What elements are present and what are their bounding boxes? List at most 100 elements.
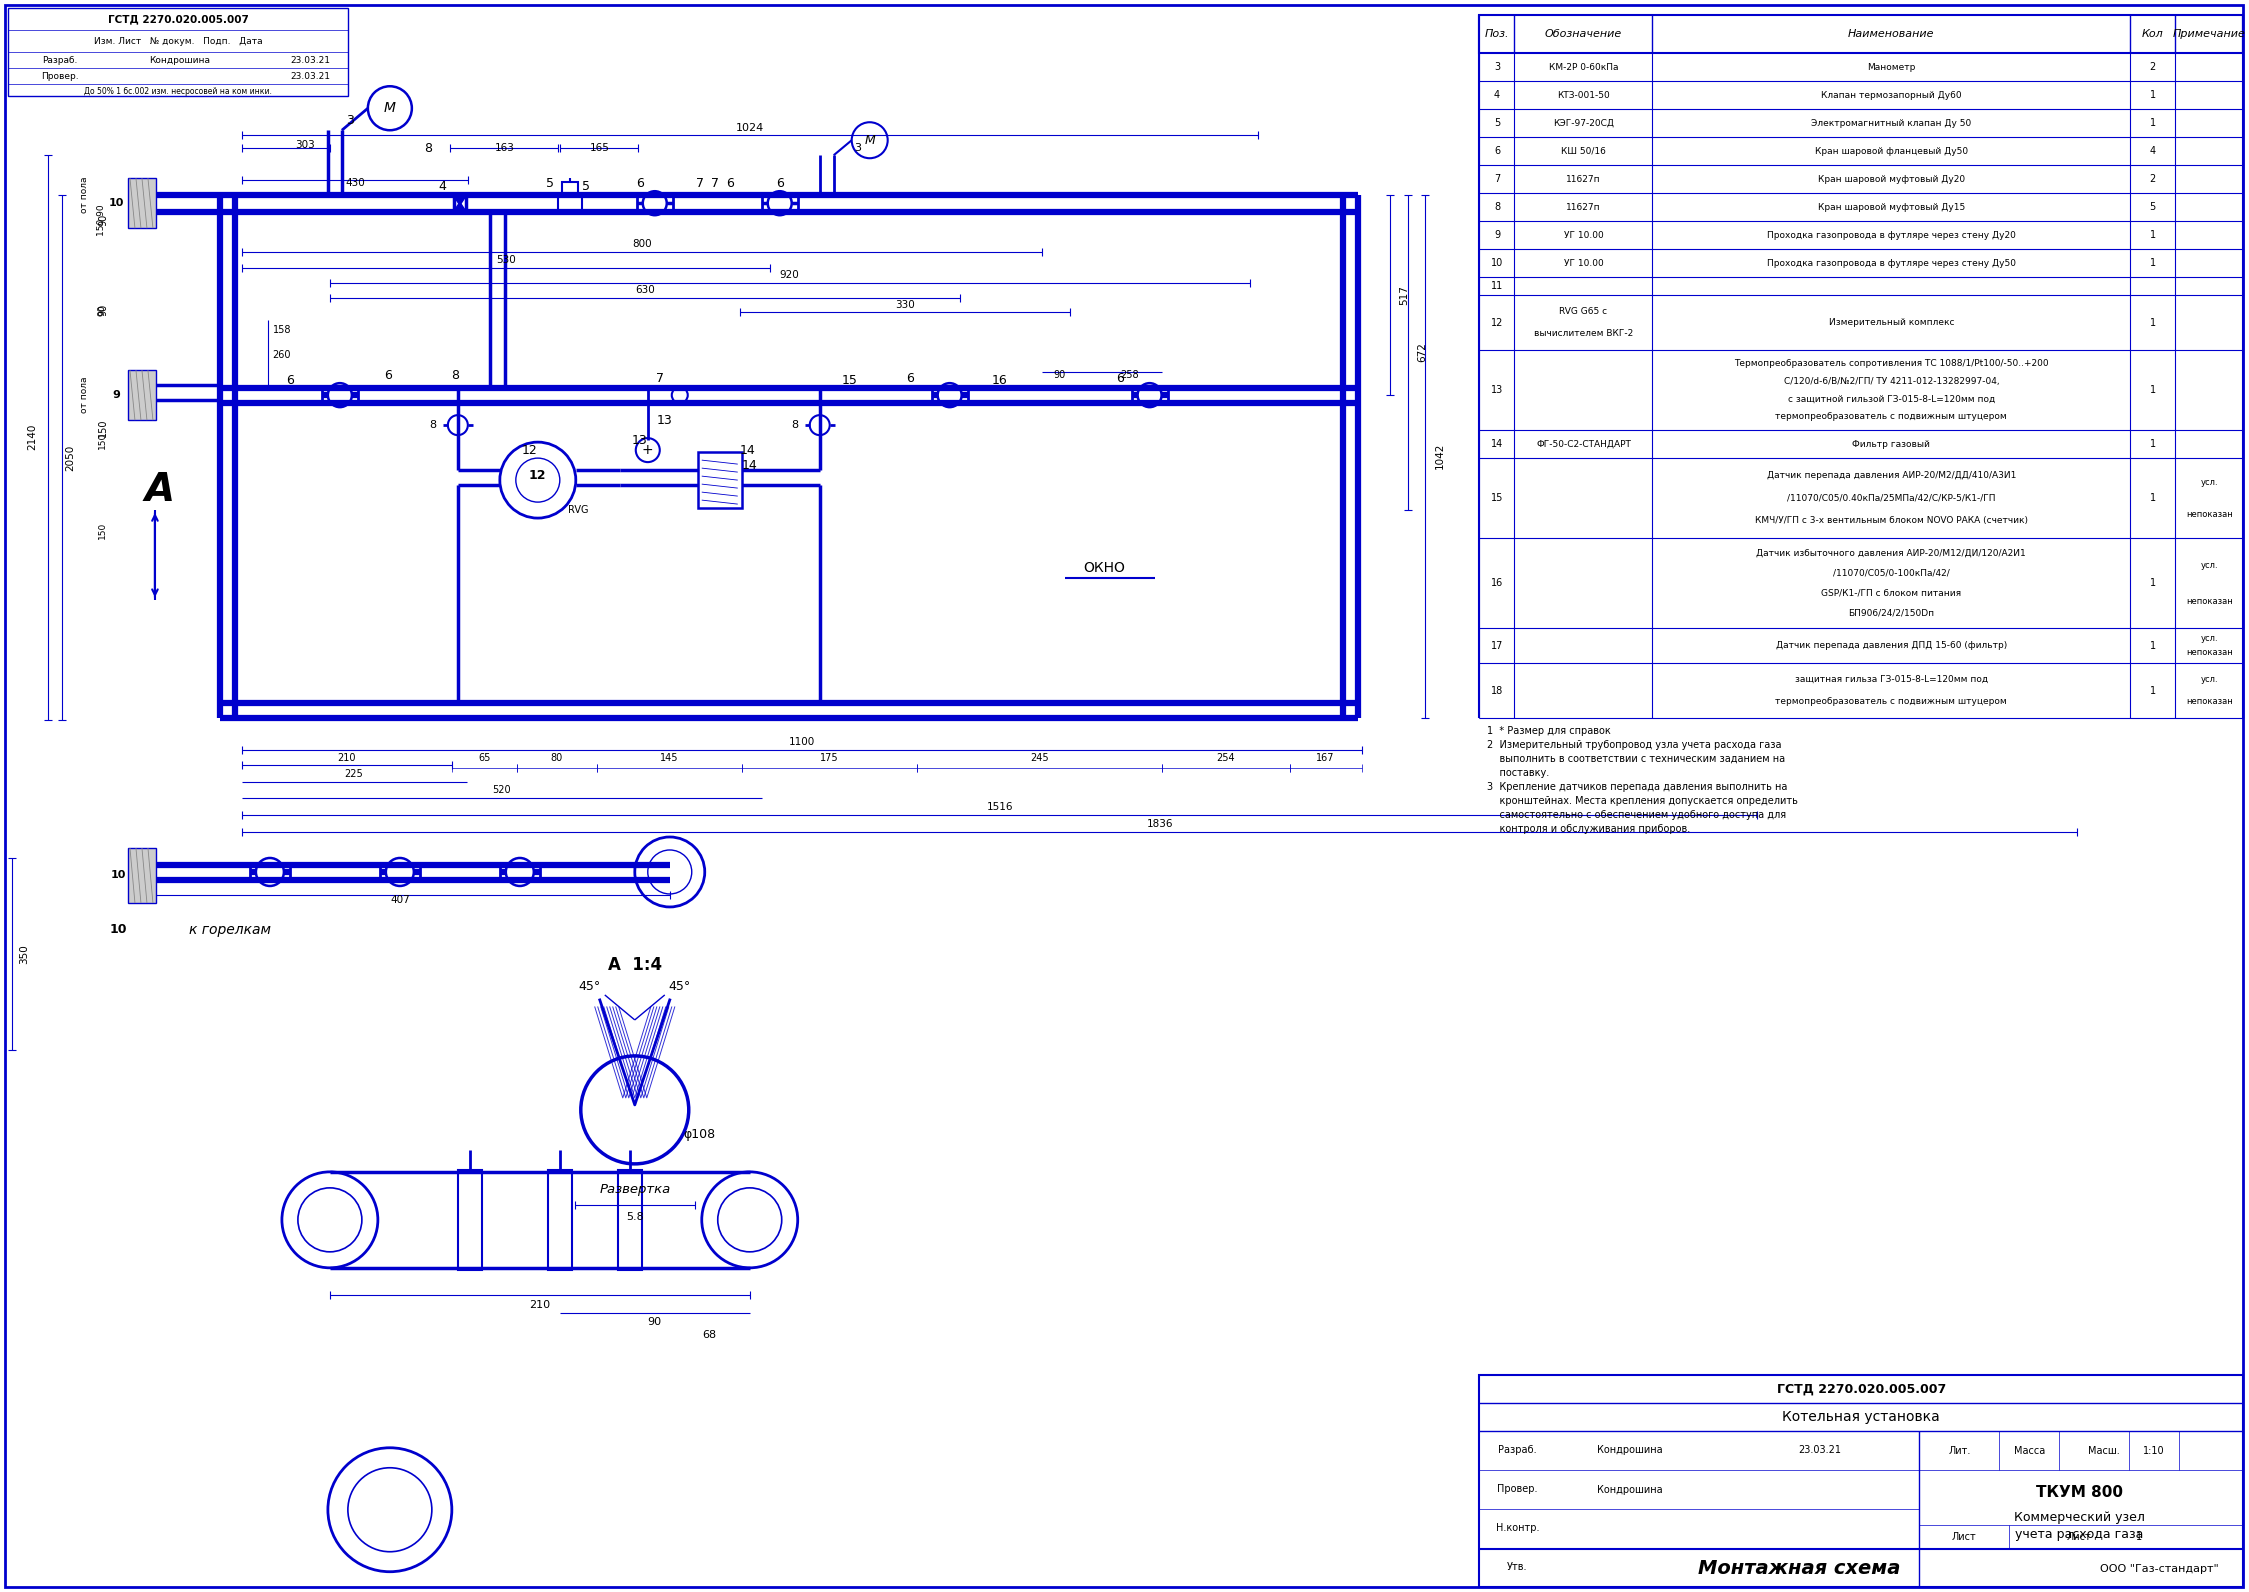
Text: 5.8: 5.8	[625, 1212, 643, 1221]
Text: 90: 90	[99, 304, 108, 317]
Bar	[128, 178, 155, 228]
Text: 1836: 1836	[1147, 818, 1172, 829]
Text: вычислителем ВКГ-2: вычислителем ВКГ-2	[1534, 330, 1633, 338]
Text: 6: 6	[385, 369, 391, 382]
Text: 10: 10	[110, 869, 126, 880]
Polygon shape	[454, 202, 466, 212]
Text: 2  Измерительный трубопровод узла учета расхода газа: 2 Измерительный трубопровод узла учета р…	[1487, 740, 1781, 750]
Text: +: +	[641, 443, 654, 457]
Text: 150: 150	[97, 431, 106, 449]
Bar	[1480, 16, 2242, 53]
Text: ОКНО: ОКНО	[1084, 560, 1124, 575]
Text: 1: 1	[2150, 578, 2157, 587]
Text: непоказан: непоказан	[2186, 648, 2233, 657]
Text: 6: 6	[726, 177, 733, 189]
Text: Датчик избыточного давления АИР-20/М12/ДИ/120/А2И1: Датчик избыточного давления АИР-20/М12/Д…	[1756, 549, 2026, 557]
Text: термопреобразователь с подвижным штуцером: термопреобразователь с подвижным штуцеро…	[1774, 697, 2006, 705]
Text: Лист: Лист	[1952, 1532, 1977, 1541]
Text: Масса: Масса	[2013, 1446, 2044, 1455]
Text: Кондрошина: Кондрошина	[148, 56, 211, 65]
Text: 1: 1	[2150, 231, 2157, 240]
Bar	[1480, 1375, 2242, 1587]
Text: M: M	[385, 102, 396, 115]
Text: 4: 4	[2150, 146, 2157, 156]
Text: КШ 50/16: КШ 50/16	[1561, 146, 1606, 156]
Text: Проходка газопровода в футляре через стену Ду20: Проходка газопровода в футляре через сте…	[1768, 231, 2015, 240]
Text: 68: 68	[702, 1329, 717, 1340]
Text: Провер.: Провер.	[1498, 1484, 1538, 1493]
Text: 7: 7	[657, 371, 663, 385]
Text: Клапан термозапорный Ду60: Клапан термозапорный Ду60	[1822, 91, 1961, 100]
Text: Коммерческий узел: Коммерческий узел	[2013, 1511, 2146, 1524]
Text: 1:10: 1:10	[2143, 1446, 2166, 1455]
Text: 800: 800	[632, 239, 652, 250]
Text: 3: 3	[1493, 62, 1500, 72]
Text: Масш.: Масш.	[2089, 1446, 2121, 1455]
Text: непоказан: непоказан	[2186, 509, 2233, 519]
Text: кронштейнах. Места крепления допускается определить: кронштейнах. Места крепления допускается…	[1487, 796, 1799, 806]
Text: 7: 7	[711, 177, 720, 189]
Text: 1: 1	[2150, 640, 2157, 651]
Text: 6: 6	[1493, 146, 1500, 156]
Text: 8: 8	[450, 369, 459, 382]
Text: 11: 11	[1491, 282, 1502, 291]
Text: 15: 15	[1491, 494, 1502, 503]
Text: Кондрошина: Кондрошина	[1597, 1446, 1662, 1455]
Text: 1: 1	[2150, 385, 2157, 395]
Bar	[459, 1170, 481, 1270]
Text: 15: 15	[841, 374, 857, 387]
Text: 3  Крепление датчиков перепада давления выполнить на: 3 Крепление датчиков перепада давления в…	[1487, 782, 1788, 791]
Text: Измерительный комплекс: Измерительный комплекс	[1828, 318, 1954, 328]
Text: 150: 150	[97, 522, 106, 538]
Text: Проходка газопровода в футляре через стену Ду50: Проходка газопровода в футляре через сте…	[1768, 258, 2015, 267]
Text: 225: 225	[344, 769, 364, 778]
Text: от пола: от пола	[81, 177, 90, 213]
Text: 23.03.21: 23.03.21	[290, 72, 331, 81]
Text: 630: 630	[634, 285, 654, 295]
Text: 4: 4	[439, 180, 445, 193]
Text: 8: 8	[792, 420, 798, 430]
Text: самостоятельно с обеспечением удобного доступа для: самостоятельно с обеспечением удобного д…	[1487, 810, 1786, 820]
Text: 65: 65	[479, 753, 490, 763]
Text: контроля и обслуживания приборов.: контроля и обслуживания приборов.	[1487, 825, 1691, 834]
Bar	[697, 452, 742, 508]
Text: 1: 1	[2150, 118, 2157, 129]
Text: 672: 672	[1417, 342, 1428, 361]
Text: 11627п: 11627п	[1565, 175, 1601, 183]
Text: Утв.: Утв.	[1507, 1562, 1527, 1571]
Text: Кран шаровой муфтовый Ду20: Кран шаровой муфтовый Ду20	[1817, 175, 1966, 183]
Text: 520: 520	[493, 785, 511, 794]
Text: 90: 90	[97, 304, 106, 315]
Bar	[549, 1170, 571, 1270]
Text: ФГ-50-С2-СТАНДАРТ: ФГ-50-С2-СТАНДАРТ	[1536, 439, 1631, 449]
Text: M: M	[864, 134, 875, 146]
Text: 80: 80	[551, 753, 562, 763]
Text: 14: 14	[1491, 439, 1502, 449]
Text: Наименование: Наименование	[1849, 29, 1934, 40]
Text: учета расхода газа: учета расхода газа	[2015, 1528, 2143, 1541]
Text: 8: 8	[1493, 202, 1500, 212]
Text: 1: 1	[2150, 439, 2157, 449]
Text: 7: 7	[695, 177, 704, 189]
Text: 90: 90	[1053, 371, 1066, 380]
Text: 10: 10	[110, 923, 126, 936]
Bar	[562, 181, 578, 196]
Text: 45°: 45°	[578, 981, 600, 993]
Text: Кран шаровой фланцевый Ду50: Кран шаровой фланцевый Ду50	[1815, 146, 1968, 156]
Text: 1: 1	[2150, 258, 2157, 267]
Text: ГСТД 2270.020.005.007: ГСТД 2270.020.005.007	[108, 14, 247, 24]
Text: термопреобразователь с подвижным штуцером: термопреобразователь с подвижным штуцеро…	[1774, 412, 2006, 422]
Text: RVG G65 с: RVG G65 с	[1559, 307, 1608, 317]
Text: усл.: усл.	[2200, 675, 2218, 685]
Text: КМ-2Р 0-60кПа: КМ-2Р 0-60кПа	[1550, 62, 1619, 72]
Text: 163: 163	[495, 143, 515, 153]
Text: 3: 3	[855, 143, 861, 153]
Text: 2050: 2050	[65, 446, 74, 471]
Text: 1042: 1042	[1435, 443, 1444, 470]
Text: 1: 1	[2150, 91, 2157, 100]
Text: 17: 17	[1491, 640, 1502, 651]
Text: 5: 5	[547, 177, 553, 189]
Text: ООО "Газ-стандарт": ООО "Газ-стандарт"	[2101, 1563, 2218, 1574]
Text: усл.: усл.	[2200, 560, 2218, 570]
Text: Лист: Лист	[2067, 1532, 2092, 1541]
